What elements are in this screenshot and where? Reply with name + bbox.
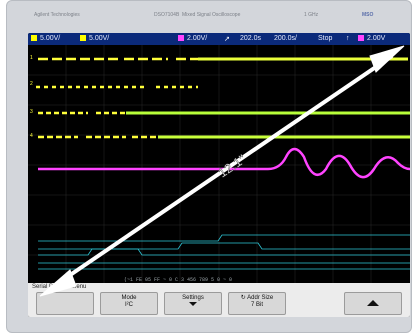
back-arrow-icon (367, 300, 379, 306)
softkey-addr-size-label: ↻ Addr Size (229, 295, 285, 302)
softkey-settings-label: Settings (182, 295, 204, 301)
time-scale[interactable]: 200.0s/ (274, 35, 297, 42)
model-description: Mixed Signal Oscilloscope (182, 12, 241, 18)
bus-line-1 (38, 234, 410, 242)
softkey-mode[interactable]: Mode I²C (100, 292, 158, 315)
ch2-scale: 5.00V/ (89, 35, 110, 42)
device-header: Agilent Technologies DSO7104B Mixed Sign… (14, 6, 406, 24)
ch2-marker[interactable]: 2 (30, 81, 33, 87)
cycle-icon: ↻ (240, 295, 246, 301)
ch1-scale-field[interactable]: 5.00V/ (31, 35, 60, 42)
bus-line-3 (38, 248, 410, 256)
softkey-back[interactable] (344, 292, 402, 315)
brand-label: Agilent Technologies (34, 12, 80, 18)
softkey-settings[interactable]: Settings (164, 292, 222, 315)
softkey-1[interactable] (36, 292, 94, 315)
oscilloscope-screen: 5.00V/ 5.00V/ 2.00V/ ↗ 202.0s 200.0s/ St… (28, 33, 410, 317)
status-bar: 5.00V/ 5.00V/ 2.00V/ ↗ 202.0s 200.0s/ St… (28, 33, 410, 45)
acquisition-mode[interactable]: Stop (318, 35, 333, 42)
bus-line-2 (38, 242, 410, 250)
time-position[interactable]: 202.0s (240, 35, 262, 42)
brand-logo: MSO (362, 12, 374, 18)
ch1-color-chip (31, 35, 37, 41)
ch3-color-chip (178, 35, 184, 41)
trigger-edge-icon: ↗ (224, 36, 230, 43)
trigger-level: 2.00V (367, 35, 386, 42)
trigger-slope-icon: ↑ (346, 35, 350, 42)
ch3-scale-field[interactable]: 2.00V/ (178, 35, 207, 42)
trigger-level-field[interactable]: 2.00V (358, 35, 385, 42)
ch4-magenta-trace (38, 147, 410, 179)
digital-traces (36, 57, 408, 139)
waveform-display[interactable]: 1 2 3 4 (~1 FE 05 FF ~ 0 C 3 456 789 5 0… (28, 45, 410, 283)
softkey-mode-label: Mode (121, 295, 137, 301)
menu-title: Serial Decode Menu (32, 284, 87, 290)
softkey-addr-size-value: 7 Bit (250, 302, 263, 308)
ch2-color-chip (80, 35, 86, 41)
submenu-arrow-icon (189, 302, 197, 306)
softkey-menu-bar: Serial Decode Menu Mode I²C Settings ↻ A… (28, 283, 410, 317)
spec-label: 1 GHz (304, 12, 319, 18)
graticule-grid (28, 45, 410, 283)
softkey-mode-value: I²C (125, 302, 133, 308)
softkey-addr-size[interactable]: ↻ Addr Size 7 Bit (228, 292, 286, 315)
ch1-marker[interactable]: 1 (30, 55, 33, 61)
addr-size-text: Addr Size (247, 295, 274, 301)
model-label: DSO7104B (154, 12, 180, 18)
ch3-marker[interactable]: 3 (30, 109, 33, 115)
trigger-color-chip (358, 35, 364, 41)
ch4-marker[interactable]: 4 (30, 133, 33, 139)
ch3-scale: 2.00V/ (187, 35, 208, 42)
serial-bus-traces (38, 234, 410, 270)
ch2-scale-field[interactable]: 5.00V/ (80, 35, 109, 42)
ch1-scale: 5.00V/ (40, 35, 61, 42)
